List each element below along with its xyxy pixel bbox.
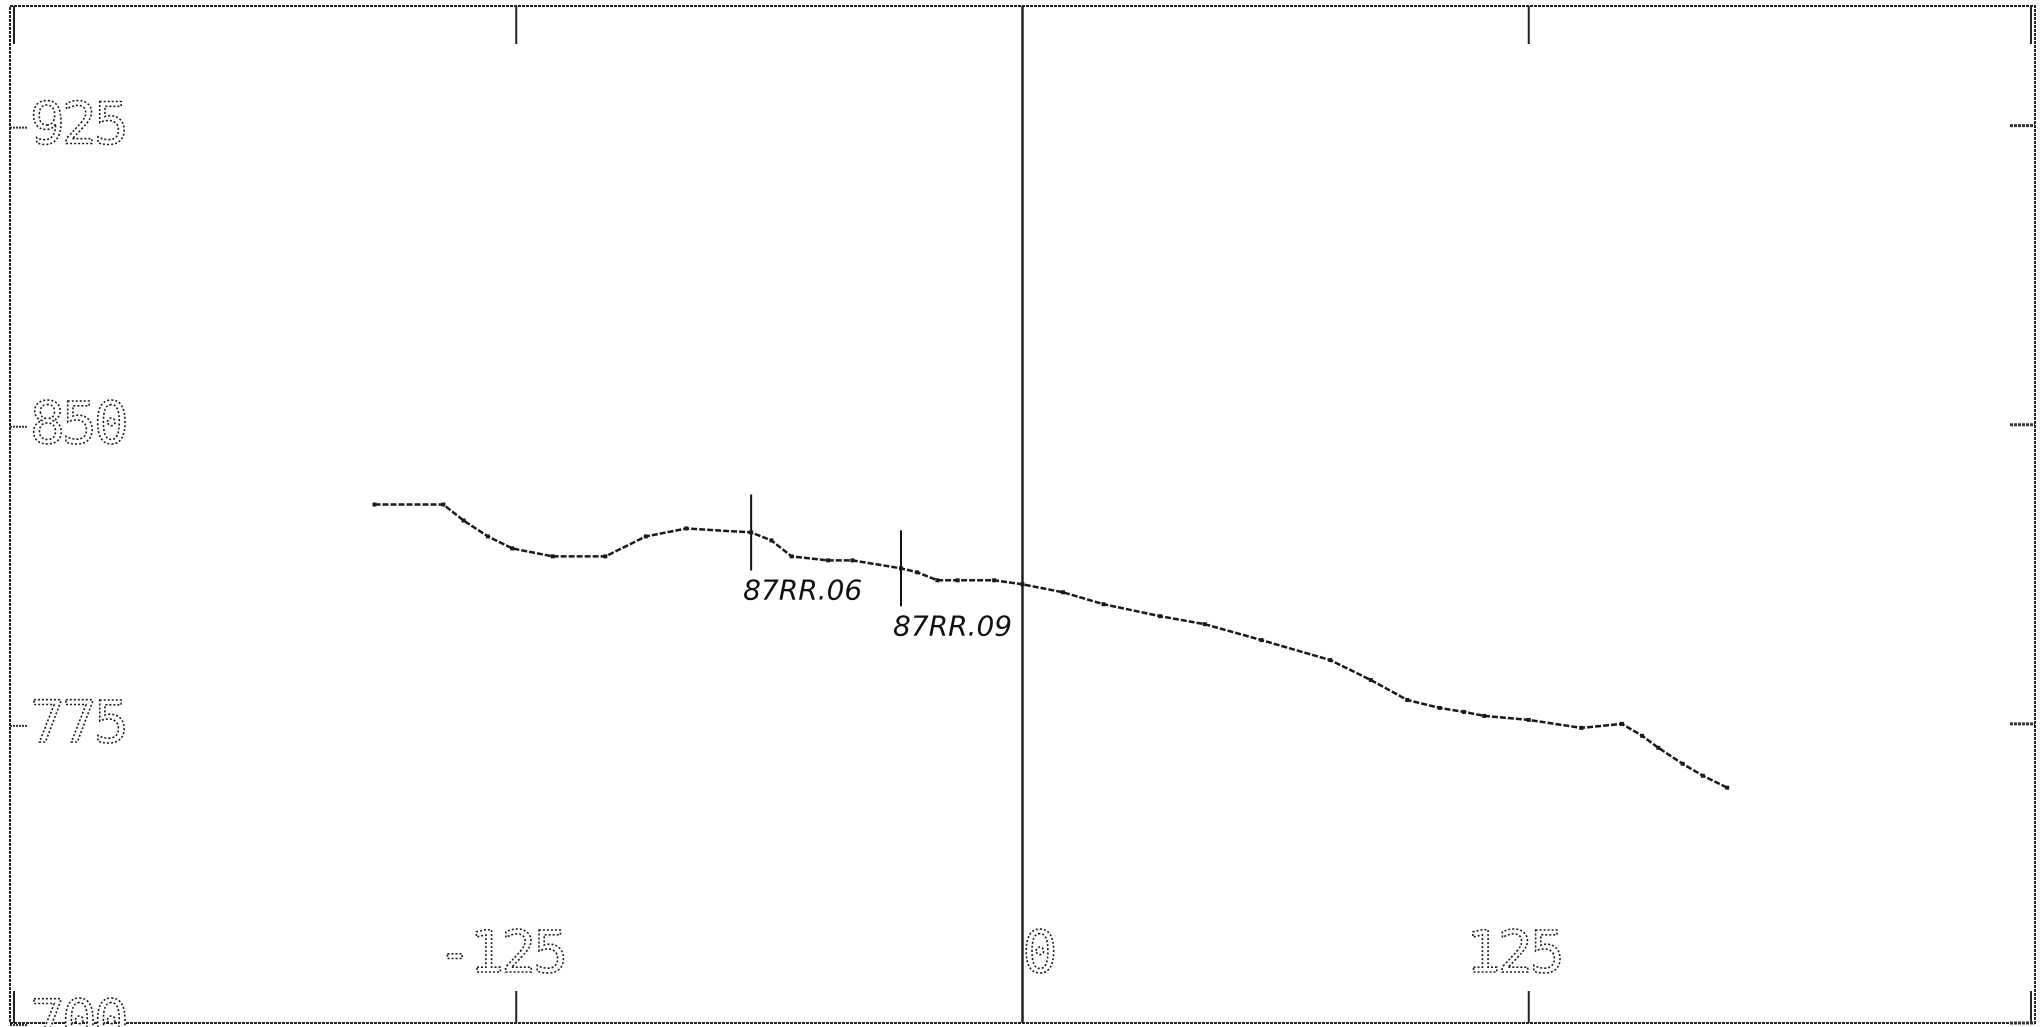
data-point	[826, 558, 831, 563]
y-tick-label: 700	[30, 987, 126, 1027]
data-point	[1405, 697, 1410, 702]
x-tick-label: -125	[437, 918, 565, 986]
data-point	[1368, 678, 1373, 683]
data-point	[1461, 709, 1466, 714]
data-point	[992, 578, 997, 583]
data-point	[1680, 761, 1685, 766]
data-point	[1061, 590, 1065, 595]
data-point	[915, 570, 920, 575]
data-point	[1640, 733, 1645, 738]
data-point	[1482, 713, 1487, 718]
data-point	[850, 558, 855, 563]
data-point	[603, 554, 608, 559]
y-tick-label: 850	[30, 389, 126, 457]
data-point	[510, 546, 515, 551]
data-point	[485, 534, 490, 539]
data-point	[1579, 725, 1584, 730]
data-point	[372, 502, 377, 507]
data-point	[1656, 745, 1661, 750]
data-point	[1259, 638, 1264, 643]
data-point	[1101, 602, 1106, 607]
data-point	[1328, 658, 1333, 663]
data-point	[684, 526, 689, 531]
y-tick-label: 925	[30, 90, 126, 158]
data-point	[899, 566, 903, 571]
marker-label: 87RR.06	[743, 573, 862, 606]
x-tick-label: 0	[1023, 918, 1055, 986]
data-point	[1202, 622, 1207, 627]
data-point	[1725, 785, 1730, 790]
data-point	[789, 554, 794, 559]
x-tick-label: 125	[1466, 918, 1562, 986]
data-point	[441, 502, 446, 507]
data-point	[643, 534, 648, 539]
data-point	[1700, 773, 1705, 778]
data-point	[1020, 582, 1025, 587]
data-point	[461, 518, 466, 523]
data-point	[1437, 705, 1442, 710]
y-tick-label: 775	[30, 688, 126, 756]
data-point	[769, 538, 774, 543]
data-point	[1526, 717, 1531, 722]
data-point	[550, 554, 555, 559]
data-point	[935, 578, 940, 583]
data-point	[955, 578, 960, 583]
marker-label: 87RR.09	[893, 609, 1012, 642]
data-point	[1619, 721, 1624, 726]
data-point	[1158, 614, 1163, 619]
data-point	[749, 530, 754, 535]
